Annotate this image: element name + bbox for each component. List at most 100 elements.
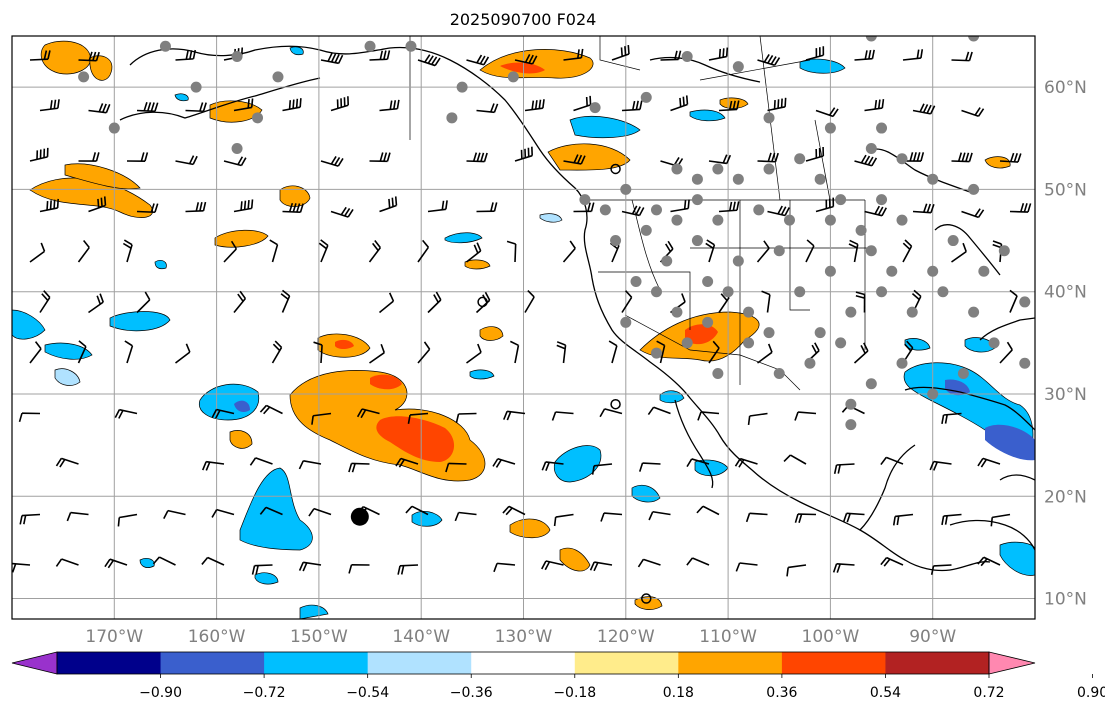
wind-barb (786, 564, 807, 577)
wind-barb (514, 146, 533, 162)
station-dot (722, 286, 734, 298)
wind-barb (563, 48, 584, 61)
lon-tick-label: 170°W (85, 627, 143, 647)
wind-barb (506, 240, 517, 263)
station-dot (712, 368, 724, 380)
lon-tick-label: 110°W (699, 627, 757, 647)
wind-barb (794, 513, 817, 523)
wind-barb (39, 290, 51, 313)
colorbar-segment (160, 652, 265, 674)
wind-barb (805, 46, 825, 61)
lat-tick-label: 10°N (1044, 590, 1087, 610)
colorbar-segment (367, 652, 472, 674)
large-marker-dot (350, 507, 369, 526)
station-dot (927, 173, 939, 185)
wind-barb (77, 340, 87, 364)
lat-tick-label: 60°N (1044, 78, 1087, 98)
wind-barb (233, 199, 254, 213)
wind-barb (718, 201, 740, 213)
station-dot (712, 163, 724, 175)
wind-barb (211, 408, 235, 419)
station-dot (405, 40, 417, 52)
lon-tick-label: 160°W (188, 627, 246, 647)
station-dot (231, 50, 243, 62)
wind-barb (136, 291, 151, 314)
wind-barb (502, 505, 526, 516)
colorbar-outline (56, 651, 990, 675)
wind-barb (880, 456, 904, 466)
station-dot (732, 61, 744, 73)
station-dot (876, 286, 888, 298)
wind-barb (88, 103, 111, 114)
wind-barb (397, 564, 419, 575)
wind-barb (563, 154, 586, 165)
station-dot (763, 327, 775, 339)
wind-barb (249, 457, 273, 466)
station-dot (794, 153, 806, 165)
open-circle-marker (610, 398, 621, 410)
wind-barb (853, 342, 869, 364)
station-dot (78, 71, 90, 83)
wind-barb (19, 513, 41, 525)
wind-barb (670, 95, 689, 112)
wind-barb (734, 457, 758, 468)
wind-barb (445, 462, 467, 473)
wind-barb (379, 196, 398, 213)
wind-barb (1009, 202, 1032, 213)
wind-barb (524, 290, 535, 313)
station-dot (743, 306, 755, 318)
wind-barb (747, 412, 768, 426)
wind-barb (348, 563, 370, 574)
station-dot (732, 255, 744, 267)
wind-barb (427, 200, 448, 213)
wind-barb (708, 340, 720, 364)
wind-barb (454, 511, 477, 522)
wind-barb (503, 410, 526, 421)
station-dot (783, 214, 795, 226)
station-dot (886, 265, 898, 277)
lon-tick-label: 150°W (290, 627, 348, 647)
station-dot (732, 173, 744, 185)
wind-barb (12, 562, 31, 573)
wind-barb (929, 460, 952, 471)
colorbar-segment (471, 652, 576, 674)
wind-barb (55, 558, 79, 567)
wind-barb (55, 457, 79, 468)
colorbar-tick-label: 0.36 (766, 685, 797, 701)
wind-barb (696, 505, 720, 516)
station-dot (937, 286, 949, 298)
wind-barb (621, 290, 633, 313)
wind-barb (211, 508, 235, 518)
wind-barb (318, 239, 329, 263)
wind-barb (311, 412, 332, 425)
wind-barb (941, 412, 962, 424)
station-dot (681, 50, 693, 62)
station-dot (108, 122, 120, 134)
wind-barb (298, 561, 322, 572)
wind-barb (223, 240, 238, 263)
wind-barb (29, 50, 51, 61)
wind-barb (951, 242, 967, 263)
wind-barb (78, 152, 100, 162)
lon-tick-label: 140°W (392, 627, 450, 647)
station-dot (876, 122, 888, 134)
station-dot (794, 286, 806, 298)
wind-barb (259, 404, 283, 415)
wind-barb (308, 507, 332, 517)
special-marker-layer (350, 163, 652, 604)
open-circle-marker (610, 163, 621, 175)
wind-barb (783, 454, 807, 465)
wind-barb (152, 556, 176, 566)
colorbar-tick-label: 0.54 (870, 685, 901, 701)
wind-barb (815, 107, 839, 118)
station-dot (620, 316, 632, 328)
station-dot (702, 316, 714, 328)
station-dot (835, 337, 847, 349)
wind-barb (591, 463, 613, 475)
wind-barb (718, 100, 740, 112)
wind-barb (280, 289, 291, 313)
station-dot (896, 214, 908, 226)
wind-barb (708, 154, 732, 165)
station-dot (231, 143, 243, 155)
